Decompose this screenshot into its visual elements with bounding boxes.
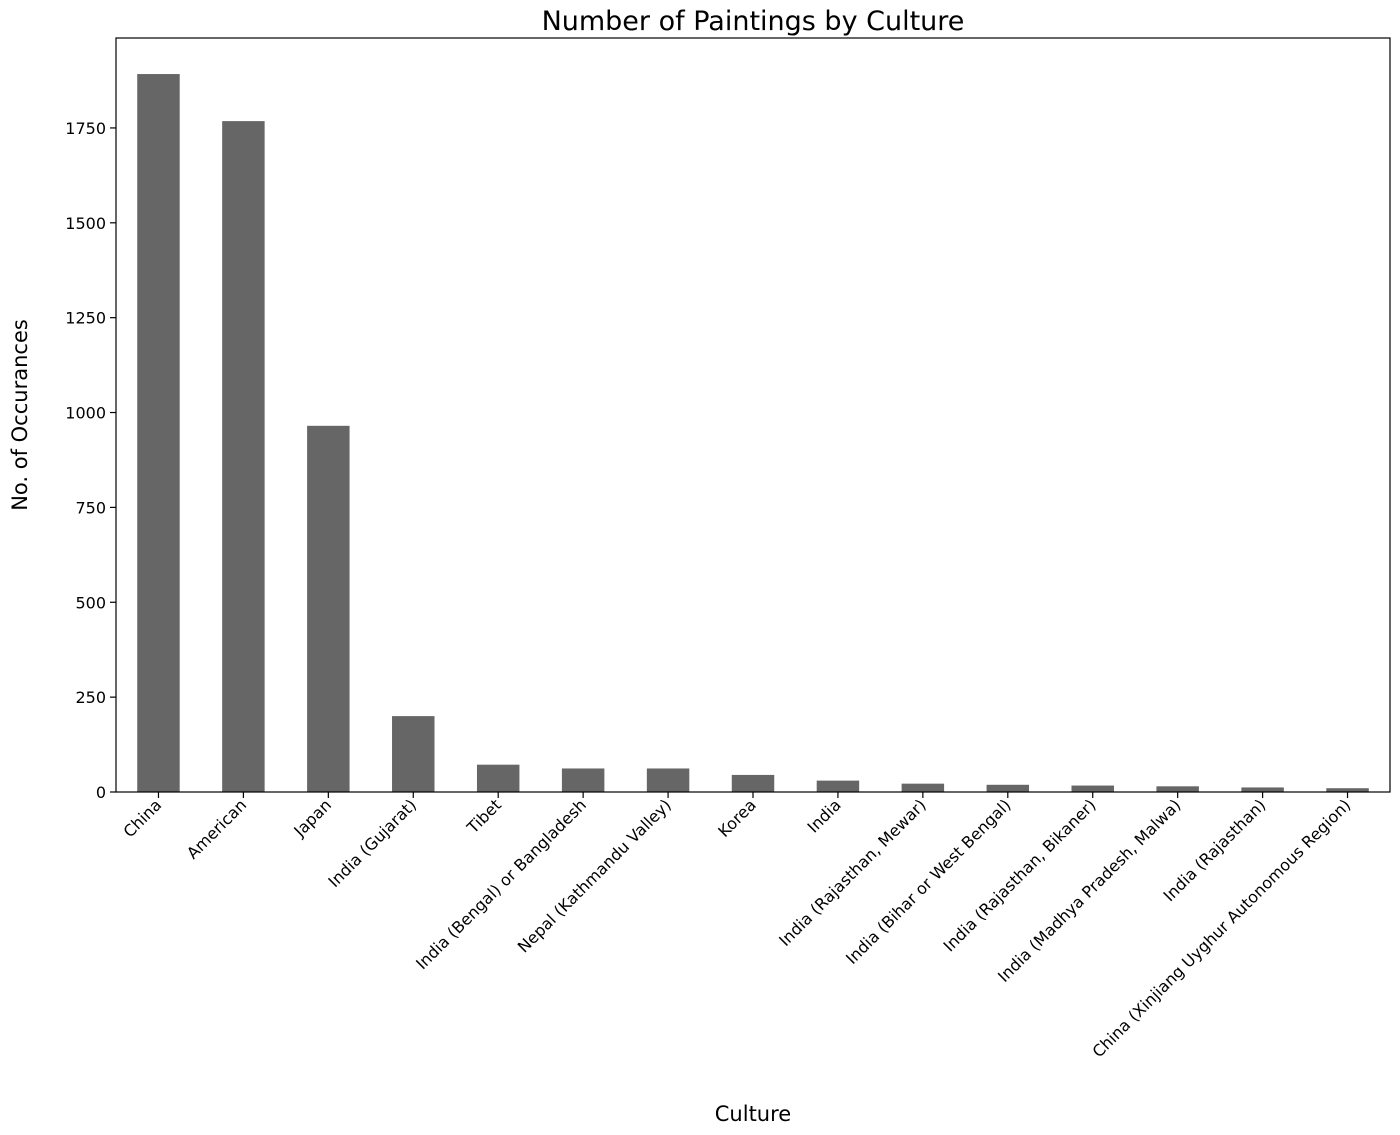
bar-13 — [1241, 787, 1284, 792]
y-tick-label: 1750 — [65, 119, 106, 138]
y-tick-label: 1000 — [65, 404, 106, 423]
bar-9 — [901, 783, 945, 792]
x-tick-label: Japan — [289, 795, 335, 841]
x-tick-label: India (Rajasthan, Bikaner) — [940, 795, 1100, 955]
y-axis-label: No. of Occurances — [8, 319, 32, 511]
y-axis: 0 250 500 750 1000 1250 1500 1750 — [65, 119, 116, 802]
y-tick-label: 750 — [75, 498, 106, 517]
x-tick-label: American — [183, 795, 250, 862]
x-tick-label: China — [120, 795, 166, 841]
x-tick-label: India (Rajasthan, Mewar) — [775, 795, 930, 950]
x-tick-label: India — [804, 795, 845, 836]
bar-14 — [1326, 788, 1369, 792]
bar-1 — [222, 121, 265, 793]
bar-2 — [307, 425, 350, 792]
chart-title: Number of Paintings by Culture — [542, 6, 965, 37]
x-tick-label: India (Bihar or West Bengal) — [842, 795, 1015, 968]
x-axis-label: Culture — [715, 1102, 791, 1126]
bar-4 — [476, 764, 520, 792]
x-tick-label: Tibet — [463, 795, 505, 837]
bar-11 — [1071, 785, 1114, 792]
x-tick-label: Korea — [714, 795, 760, 841]
x-tick-label: India (Gujarat) — [324, 795, 420, 891]
bar-12 — [1156, 786, 1199, 792]
plot-frame — [115, 37, 1391, 793]
y-tick-label: 500 — [75, 593, 106, 612]
y-tick-label: 250 — [75, 688, 106, 707]
bar-0 — [137, 74, 180, 793]
y-tick-label: 1500 — [65, 214, 106, 233]
x-tick-label: India (Bengal) or Bangladesh — [412, 795, 590, 973]
x-tick-label: Nepal (Kathmandu Valley) — [514, 795, 675, 956]
y-tick-label: 1250 — [65, 309, 106, 328]
bar-6 — [646, 768, 690, 792]
y-tick-label: 0 — [96, 783, 106, 802]
bars-group — [137, 74, 1369, 793]
x-tick-label: India (Madhya Pradesh, Malwa) — [994, 795, 1185, 986]
bar-10 — [986, 784, 1030, 792]
bar-5 — [561, 768, 605, 792]
bar-3 — [392, 716, 435, 792]
bar-7 — [731, 774, 775, 792]
bar-8 — [816, 780, 860, 792]
